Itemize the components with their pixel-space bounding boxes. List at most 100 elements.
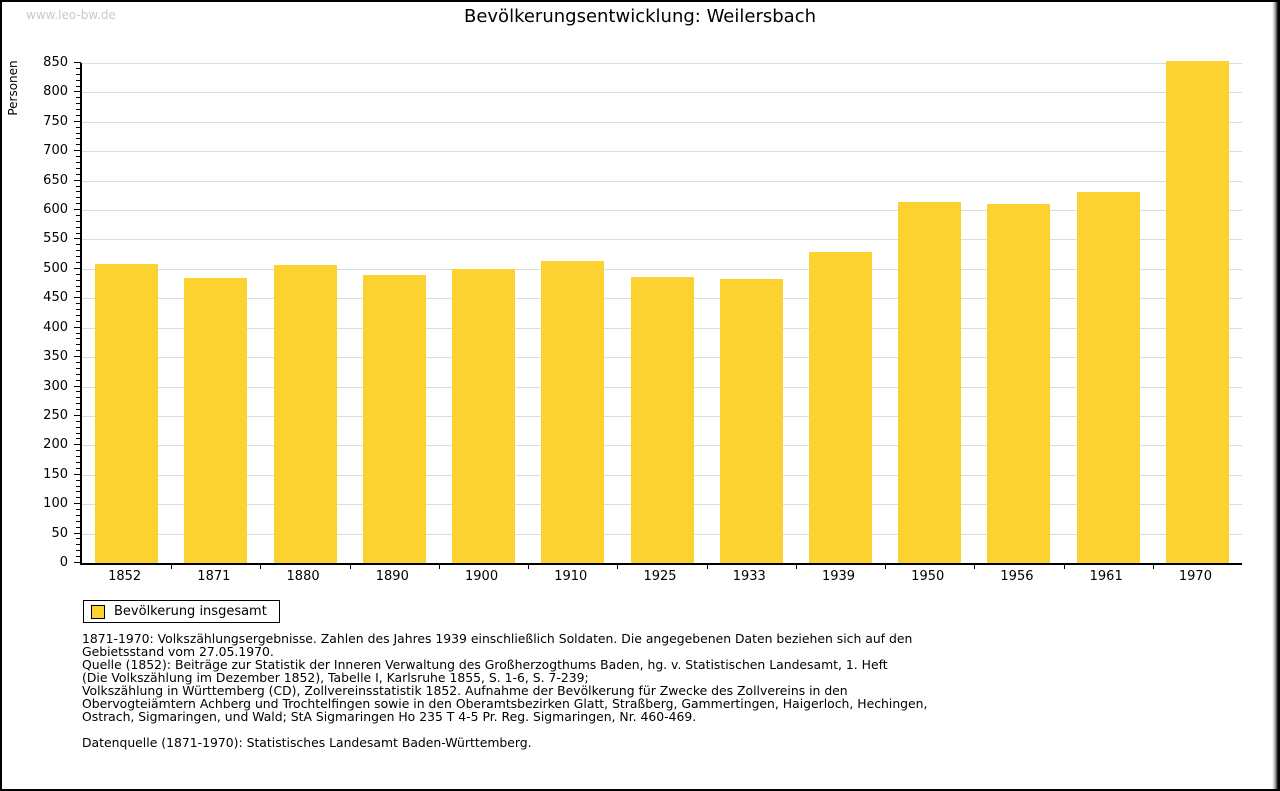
y-minor-tick xyxy=(76,273,80,275)
bar-1871 xyxy=(184,278,248,563)
y-minor-tick xyxy=(76,491,80,493)
footnote-line: Obervogteiämtern Achberg und Trochtelfin… xyxy=(82,696,928,711)
x-boundary-tick xyxy=(260,565,262,569)
window-edge-shadow xyxy=(1272,2,1278,789)
bar-1950 xyxy=(898,202,962,563)
y-minor-tick xyxy=(76,279,80,281)
legend-swatch-icon xyxy=(91,604,105,619)
x-boundary-tick xyxy=(974,565,976,569)
y-minor-tick xyxy=(76,156,80,158)
y-minor-tick xyxy=(76,403,80,405)
y-minor-tick xyxy=(76,520,80,522)
y-major-tick xyxy=(74,150,81,152)
y-major-tick xyxy=(74,179,81,181)
gridline xyxy=(82,180,1242,182)
x-tick-label-1961: 1961 xyxy=(1089,569,1123,584)
x-boundary-tick xyxy=(1152,565,1154,569)
x-axis-labels: 1852 1871 1880 1890 1900 1910 1925 1933 1939 1950… xyxy=(80,569,1240,584)
footnote-line: (Die Volkszählung im Dezember 1852), Tab… xyxy=(82,670,589,685)
gridline xyxy=(82,210,1242,212)
bar-1925 xyxy=(630,276,694,563)
gridline xyxy=(82,268,1242,270)
footnote-line: Volkszählung in Württemberg (CD), Zollve… xyxy=(82,683,848,698)
y-minor-tick xyxy=(76,320,80,322)
bar-slot xyxy=(1064,63,1153,563)
y-minor-tick xyxy=(76,85,80,87)
chart-title: Bevölkerungsentwicklung: Weilersbach xyxy=(463,6,816,27)
y-minor-tick xyxy=(76,544,80,546)
x-tick-label-1925: 1925 xyxy=(643,569,677,584)
y-minor-tick xyxy=(76,391,80,393)
bars-layer xyxy=(82,61,1242,563)
y-minor-tick xyxy=(76,214,80,216)
y-tick-label: 850 xyxy=(43,55,68,70)
bar-slot xyxy=(796,63,885,563)
x-tick-label-1933: 1933 xyxy=(732,569,766,584)
y-minor-tick xyxy=(76,538,80,540)
x-tick-label-1852: 1852 xyxy=(108,569,142,584)
bar-1939 xyxy=(808,251,872,563)
y-minor-tick xyxy=(76,509,80,511)
y-minor-tick xyxy=(76,285,80,287)
y-minor-tick xyxy=(76,338,80,340)
y-major-tick xyxy=(74,562,81,563)
y-tick-label: 150 xyxy=(43,466,68,482)
x-boundary-tick xyxy=(171,565,173,569)
legend: Bevölkerung insgesamt xyxy=(83,600,280,623)
y-minor-tick xyxy=(76,162,80,163)
y-minor-tick xyxy=(76,362,80,363)
y-tick-label: 100 xyxy=(43,496,68,512)
y-tick-label: 300 xyxy=(43,378,68,394)
x-boundary-tick xyxy=(349,565,351,569)
y-minor-tick xyxy=(76,350,80,352)
y-minor-tick xyxy=(76,438,80,440)
gridline xyxy=(82,63,1242,64)
y-minor-tick xyxy=(76,526,80,528)
x-boundary-tick xyxy=(706,565,708,569)
y-tick-label: 500 xyxy=(43,260,68,276)
y-minor-tick xyxy=(76,556,80,558)
y-tick-label: 400 xyxy=(43,319,68,335)
y-minor-tick xyxy=(76,97,80,99)
y-minor-tick xyxy=(76,479,80,481)
bar-1956 xyxy=(987,203,1051,563)
bar-slot xyxy=(974,63,1063,563)
bar-1910 xyxy=(541,261,605,563)
y-major-tick xyxy=(74,91,81,93)
x-tick-label-1950: 1950 xyxy=(911,569,945,584)
y-minor-tick xyxy=(76,256,80,258)
y-minor-tick xyxy=(76,262,80,263)
gridline xyxy=(82,239,1242,241)
bar-slot xyxy=(617,63,706,563)
bar-slot xyxy=(260,63,349,563)
y-minor-tick xyxy=(76,144,80,146)
y-minor-tick xyxy=(76,420,80,422)
y-minor-tick xyxy=(76,167,80,169)
y-minor-tick xyxy=(76,373,80,375)
x-boundary-tick xyxy=(885,565,887,569)
x-tick-label-1871: 1871 xyxy=(197,569,231,584)
y-tick-label: 350 xyxy=(43,349,68,365)
y-major-tick xyxy=(74,414,81,416)
y-tick-label: 650 xyxy=(43,172,68,188)
y-minor-tick xyxy=(76,138,80,140)
gridline xyxy=(82,121,1242,123)
y-minor-tick xyxy=(76,103,80,105)
y-minor-tick xyxy=(76,250,80,252)
bar-1880 xyxy=(273,264,337,563)
y-minor-tick xyxy=(76,109,80,111)
y-major-tick xyxy=(74,297,81,299)
y-minor-tick xyxy=(76,79,80,81)
bar-slot xyxy=(171,63,260,563)
y-minor-tick xyxy=(76,197,80,199)
y-minor-tick xyxy=(76,497,80,499)
y-tick-label: 550 xyxy=(43,231,68,247)
y-minor-tick xyxy=(76,232,80,234)
y-minor-tick xyxy=(76,244,80,246)
y-major-tick xyxy=(74,267,81,269)
plot-area xyxy=(74,61,1242,569)
bar-slot xyxy=(707,63,796,563)
y-tick-label: 600 xyxy=(43,202,68,218)
y-minor-tick xyxy=(76,467,80,469)
